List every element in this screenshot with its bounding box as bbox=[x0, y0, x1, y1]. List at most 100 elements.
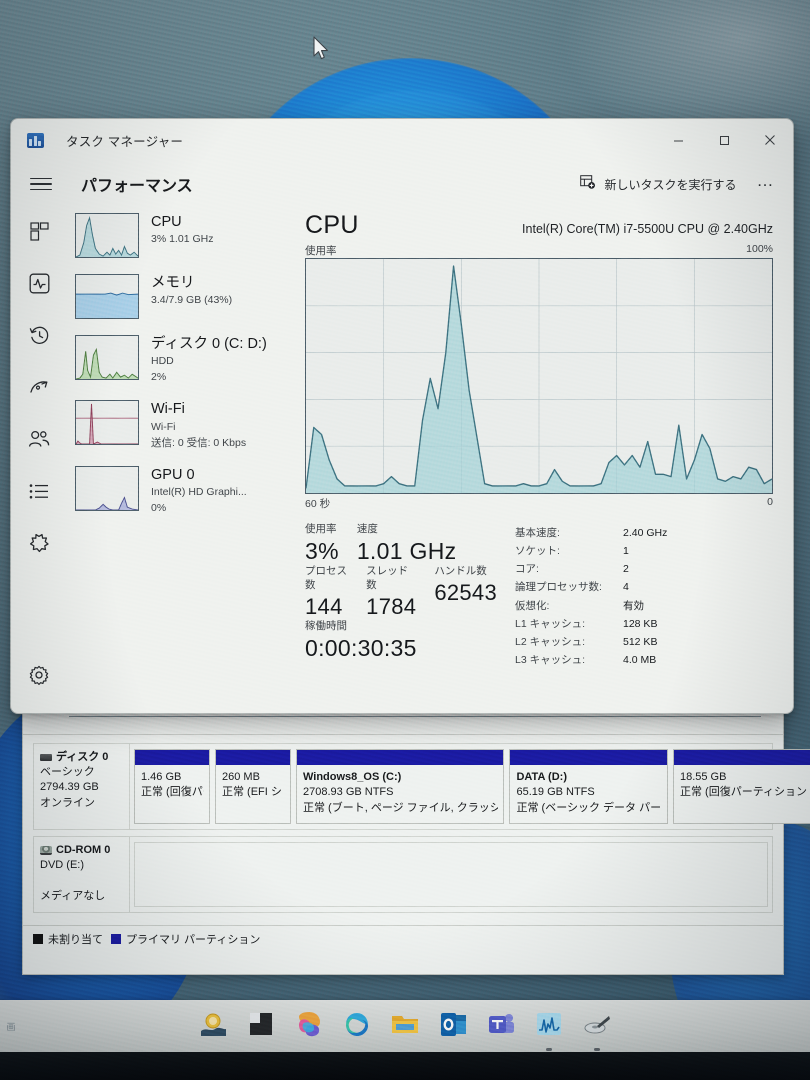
partition-strip: 1.46 GB 正常 (回復パーテ 260 MB 正常 (EFI シ Windows… bbox=[130, 744, 810, 829]
overflow-menu-button[interactable]: … bbox=[756, 170, 775, 190]
partition-line: 1.46 GB bbox=[141, 771, 182, 783]
resource-card-sub-1: 3.4/7.9 GB (43%) bbox=[151, 294, 233, 307]
legend-swatch bbox=[111, 933, 121, 944]
wifi-thumbnail-graph bbox=[75, 400, 139, 446]
partition-line: 正常 (ブート, ページ ファイル, クラッシュ bbox=[303, 801, 499, 814]
partition-color-bar bbox=[135, 750, 209, 765]
processes-grid-icon bbox=[29, 221, 49, 241]
disk-management-icon bbox=[584, 1013, 611, 1041]
resource-card-sub-1: Intel(R) HD Graphi... bbox=[151, 485, 247, 498]
run-new-task-button[interactable]: 新しいタスクを実行する bbox=[580, 175, 737, 193]
taskbar-item-file-explorer[interactable] bbox=[390, 1012, 420, 1042]
disk-info-line: 2794.39 GB bbox=[40, 781, 99, 794]
sidebar-item-details[interactable] bbox=[19, 471, 59, 511]
stat-label: ハンドル数 bbox=[434, 565, 487, 578]
disk-icon bbox=[40, 754, 52, 762]
taskbar-item-teams[interactable] bbox=[486, 1012, 516, 1042]
partition[interactable]: 1.46 GB 正常 (回復パーテ bbox=[134, 749, 210, 825]
window-controls bbox=[655, 119, 793, 161]
taskbar-item-edge-browser[interactable] bbox=[342, 1012, 372, 1042]
cpu-thumbnail-graph bbox=[75, 213, 139, 258]
detail-title: CPU bbox=[305, 211, 359, 239]
legend-label: 未割り当て bbox=[48, 933, 103, 946]
taskbar-item-copilot[interactable] bbox=[294, 1011, 324, 1042]
stat-value: 62543 bbox=[434, 580, 497, 606]
partition[interactable]: 18.55 GB 正常 (回復パーティション bbox=[672, 749, 810, 825]
spec-value: 2.40 GHz bbox=[623, 527, 668, 539]
taskbar-item-outlook[interactable] bbox=[438, 1012, 468, 1042]
title-bar[interactable]: タスク マネージャー bbox=[11, 119, 793, 161]
partition[interactable]: Windows8_OS (C:) 2708.93 GB NTFS 正常 (ブート,… bbox=[296, 749, 505, 825]
disk-row[interactable]: CD-ROM 0 DVD (E:) メディアなし bbox=[33, 836, 773, 913]
sidebar-item-processes[interactable] bbox=[19, 211, 59, 251]
taskbar-item-weather-widget[interactable] bbox=[198, 1012, 228, 1042]
partition-line: 2708.93 GB NTFS bbox=[303, 786, 394, 799]
sidebar-item-users[interactable] bbox=[19, 419, 59, 459]
resource-card-gpu[interactable]: GPU 0 Intel(R) HD Graphi... 0% bbox=[75, 465, 297, 515]
mouse-cursor bbox=[313, 36, 328, 60]
disk-info-line: オンライン bbox=[40, 796, 95, 809]
disk-row[interactable]: ディスク 0 ベーシック 2794.39 GB オンライン 1.46 GB 正常 (回復… bbox=[33, 743, 810, 831]
partition-line: 正常 (回復パーティション bbox=[679, 786, 808, 799]
details-list-icon bbox=[29, 483, 48, 498]
task-manager-window[interactable]: タスク マネージャー パフォーマンス bbox=[10, 118, 794, 714]
partition-strip bbox=[130, 837, 772, 912]
maximize-button[interactable] bbox=[701, 119, 747, 161]
spec-value: 512 KB bbox=[623, 635, 658, 648]
close-button[interactable] bbox=[747, 119, 793, 161]
spec-value: 128 KB bbox=[623, 617, 658, 630]
partition[interactable]: 260 MB 正常 (EFI シ bbox=[215, 749, 291, 825]
start-icon bbox=[248, 1011, 274, 1042]
weather-icon bbox=[199, 1011, 227, 1042]
spec-label: L1 キャッシュ: bbox=[515, 617, 586, 630]
services-gear-icon bbox=[29, 533, 49, 553]
sidebar-item-settings[interactable] bbox=[19, 655, 59, 695]
disk-row-header: ディスク 0 ベーシック 2794.39 GB オンライン bbox=[34, 744, 130, 830]
disk-name: ディスク 0 bbox=[40, 750, 123, 765]
resource-card-name: GPU 0 bbox=[151, 466, 195, 483]
resource-card-wifi[interactable]: Wi-Fi Wi-Fi 送信: 0 受信: 0 Kbps bbox=[75, 400, 297, 449]
legend-swatch bbox=[33, 933, 43, 944]
sidebar-item-performance[interactable] bbox=[19, 263, 59, 303]
spec-label: コア: bbox=[515, 563, 539, 576]
sidebar-item-startup-apps[interactable] bbox=[19, 367, 59, 407]
page-title: パフォーマンス bbox=[81, 178, 193, 195]
resource-card-cpu[interactable]: CPU 3% 1.01 GHz bbox=[75, 213, 297, 258]
taskbar[interactable] bbox=[0, 1000, 810, 1052]
taskbar-item-disk-management[interactable] bbox=[582, 1012, 612, 1042]
gpu-thumbnail-graph bbox=[75, 465, 139, 511]
taskbar-item-task-manager[interactable] bbox=[534, 1012, 564, 1042]
resource-card-disk[interactable]: ディスク 0 (C: D:) HDD 2% bbox=[75, 335, 297, 384]
sidebar-item-app-history[interactable] bbox=[19, 315, 59, 355]
toolbar-divider bbox=[69, 716, 761, 717]
empty-volume-area bbox=[134, 842, 768, 907]
partition-line: 正常 (回復パーテ bbox=[141, 786, 204, 799]
resource-card-memory[interactable]: メモリ 3.4/7.9 GB (43%) bbox=[75, 274, 297, 319]
stat-label: 使用率 bbox=[305, 523, 337, 535]
stat-ハンドル数: ハンドル数 62543 bbox=[434, 565, 497, 620]
command-bar: パフォーマンス 新しいタスクを実行する … bbox=[11, 161, 793, 207]
sidebar-item-services[interactable] bbox=[19, 523, 59, 563]
disk-info-line: メディアなし bbox=[40, 889, 106, 902]
spec-value: 2 bbox=[623, 563, 629, 576]
disk-row-header: CD-ROM 0 DVD (E:) メディアなし bbox=[34, 837, 130, 912]
spec-label: 基本速度: bbox=[515, 527, 560, 539]
partition[interactable]: DATA (D:) 65.19 GB NTFS 正常 (ベーシック データ パー bbox=[509, 749, 668, 825]
stat-label: プロセス数 bbox=[305, 565, 347, 592]
performance-pulse-icon bbox=[29, 273, 49, 293]
edge-icon bbox=[344, 1011, 371, 1043]
minimize-button[interactable] bbox=[655, 119, 701, 161]
cpu-spec-stats: 基本速度: 2.40 GHz ソケット: 1 コア: 2 論理プロセッサ数: 4 仮想化… bbox=[515, 523, 773, 669]
resource-card-sub-1: Wi-Fi bbox=[151, 420, 176, 433]
cdrom-icon bbox=[40, 846, 52, 856]
spec-row: 基本速度: 2.40 GHz bbox=[515, 524, 773, 542]
resource-card-name: ディスク 0 (C: D:) bbox=[151, 336, 267, 352]
stat-label: 速度 bbox=[356, 523, 378, 535]
partition-color-bar bbox=[510, 750, 667, 765]
hamburger-icon[interactable] bbox=[25, 169, 57, 199]
taskbar-item-start-button[interactable] bbox=[246, 1012, 276, 1042]
disk-info-line: DVD (E:) bbox=[40, 859, 84, 872]
spec-value: 1 bbox=[623, 545, 629, 558]
resource-card-name: Wi-Fi bbox=[151, 401, 185, 418]
disk-management-window[interactable]: ディスク 0 ベーシック 2794.39 GB オンライン 1.46 GB 正常 (回復… bbox=[22, 700, 810, 975]
